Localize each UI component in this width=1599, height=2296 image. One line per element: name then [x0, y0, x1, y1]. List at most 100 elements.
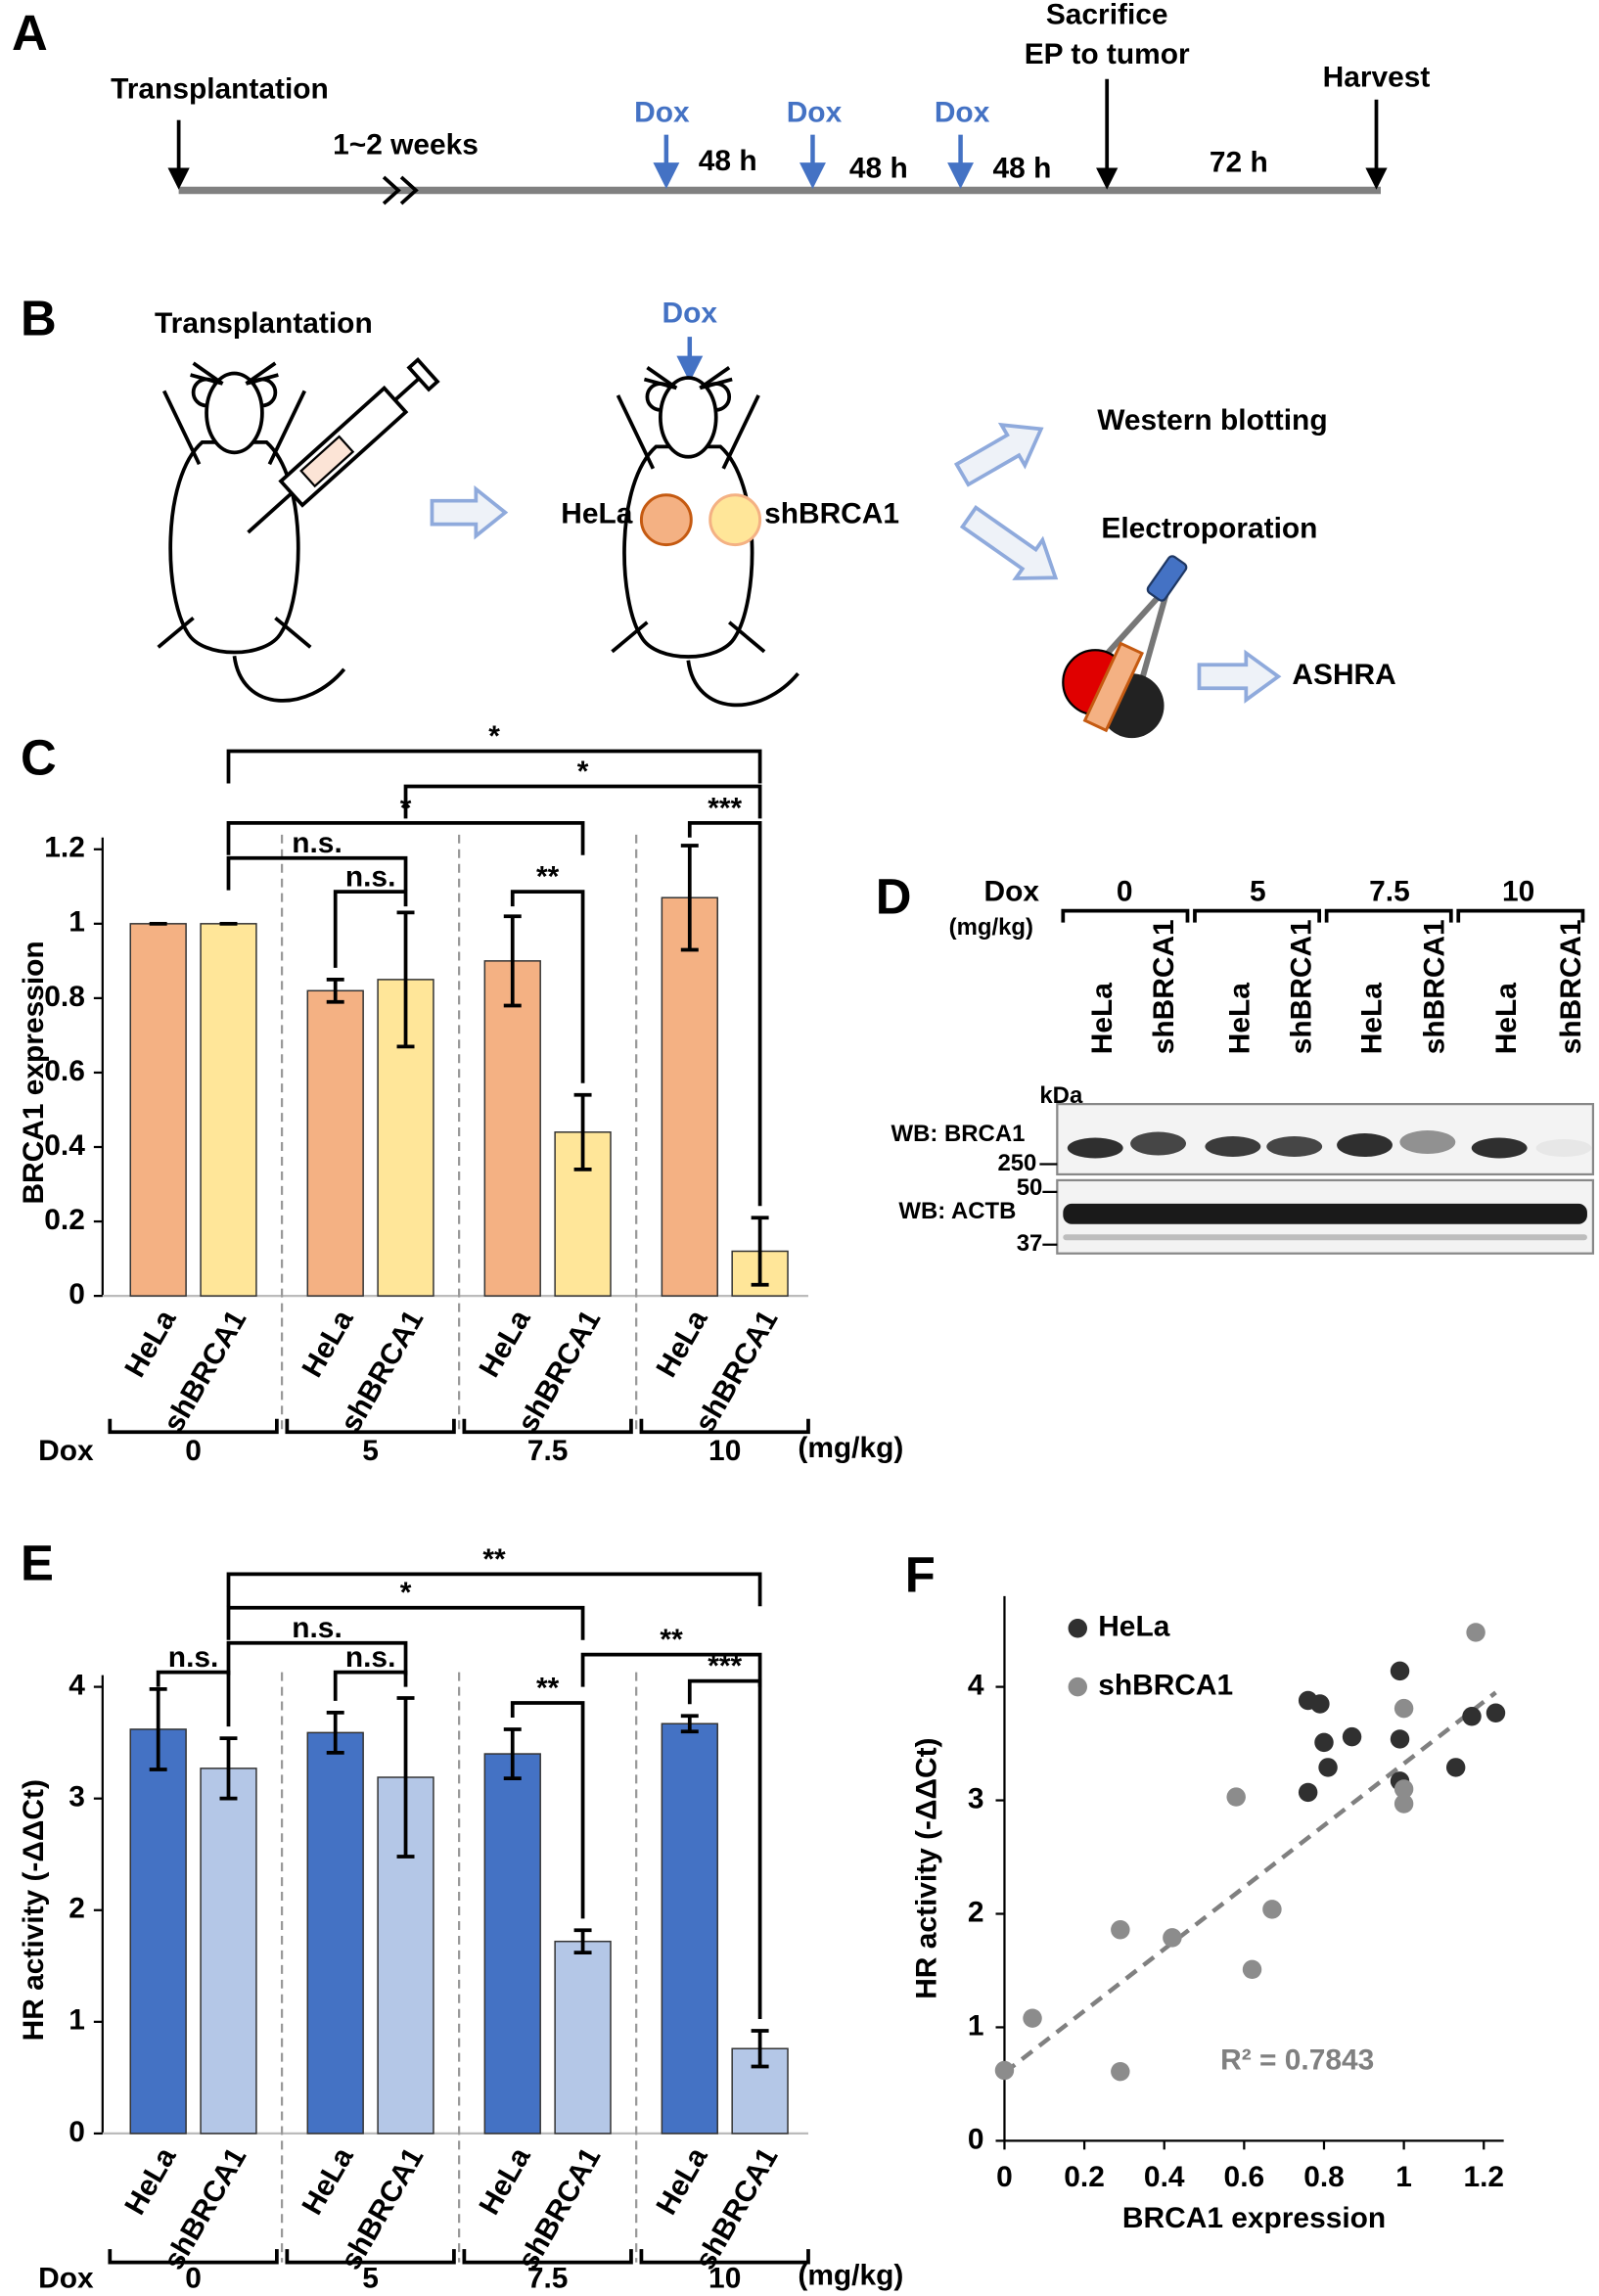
dose-label: 7.5 [1369, 876, 1410, 908]
group-label: 10 [708, 2262, 741, 2294]
panel-letter: D [876, 869, 912, 925]
error-bar [219, 1736, 238, 1801]
significance-bracket [510, 890, 585, 1083]
lane-label: HeLa [1086, 983, 1119, 1054]
point [1226, 1787, 1246, 1807]
electrode [1062, 555, 1188, 739]
error-bar [573, 1092, 592, 1171]
y-tick-label: 2 [968, 1896, 984, 1928]
point [1262, 1900, 1282, 1919]
dox-label: Dox [787, 97, 843, 129]
bar [200, 923, 257, 1297]
y-axis-label: BRCA1 expression [18, 941, 50, 1204]
event-label: Harvest [1323, 62, 1431, 94]
y-tick-label: 0 [69, 2116, 85, 2148]
y-tick-label: 1.2 [44, 832, 85, 864]
bands [1063, 1130, 1592, 1241]
panel-letter: B [21, 291, 57, 346]
analysis-label: Western blotting [1097, 404, 1327, 436]
error-bar [396, 910, 415, 1049]
dox-label: Dox [935, 97, 990, 129]
tumor [708, 493, 762, 547]
group-label: 7.5 [527, 2262, 569, 2294]
duration-label: 72 h [1210, 146, 1268, 178]
point [1390, 1661, 1410, 1681]
annotation: R² = 0.7843 [1220, 2044, 1374, 2077]
point [1310, 1694, 1330, 1714]
analysis-label: ASHRA [1292, 659, 1395, 691]
point [1393, 1794, 1414, 1814]
point [1485, 1703, 1506, 1722]
dox-label: Dox [634, 97, 690, 129]
error-bar [503, 1727, 522, 1781]
group-label: 5 [362, 1435, 379, 1467]
unit-label: (mg/kg) [798, 1432, 903, 1464]
error-bar [326, 978, 344, 1004]
significance-label: n.s. [292, 827, 343, 859]
significance-label: *** [708, 1650, 742, 1682]
error-bar [326, 1710, 344, 1755]
x-tick-label: 1 [1395, 2161, 1412, 2193]
x-axis-label: BRCA1 expression [1122, 2202, 1386, 2234]
significance-label: ** [536, 1672, 560, 1704]
significance-label: n.s. [345, 861, 396, 894]
y-tick-label: 2 [69, 1893, 85, 1925]
mouse [611, 366, 800, 708]
significance-bracket [403, 784, 762, 819]
lane-label: shBRCA1 [1148, 919, 1180, 1054]
duration-label: 48 h [992, 152, 1051, 184]
significance-bracket [687, 820, 762, 1207]
y-tick-label: 1 [69, 2004, 85, 2037]
marker-label: 37 [1017, 1230, 1043, 1257]
error-bar [573, 1928, 592, 1954]
group-bracket [108, 1418, 279, 1435]
point [1314, 1732, 1334, 1753]
significance-label: * [400, 1577, 412, 1609]
significance-bracket [226, 820, 585, 855]
group-bracket [639, 2249, 810, 2265]
lane-label: HeLa [1490, 983, 1523, 1054]
legend-label: HeLa [1098, 1611, 1169, 1643]
y-tick-label: 0.2 [44, 1204, 85, 1236]
significance-label: ** [660, 1624, 683, 1656]
x-tick-label: 0.8 [1303, 2161, 1345, 2193]
point [1242, 1959, 1262, 1980]
bar [306, 989, 364, 1297]
point [1342, 1726, 1362, 1747]
point [1111, 2061, 1130, 2082]
error-bar [680, 1714, 699, 1734]
event-label: Sacrifice [1046, 0, 1168, 30]
x-tick-label: HeLa [651, 2142, 714, 2221]
error-bar [503, 914, 522, 1008]
dose-bracket [1061, 908, 1585, 923]
lane-label: HeLa [1355, 983, 1388, 1054]
group-axis-label: Dox [38, 1435, 94, 1467]
group-bracket [108, 2249, 279, 2265]
significance-label: ** [482, 1543, 506, 1576]
significance-bracket [156, 1670, 231, 1727]
error-bar [680, 844, 699, 952]
event-label: Transplantation [111, 73, 329, 106]
significance-label: n.s. [292, 1612, 343, 1644]
group-label: 0 [185, 1435, 202, 1467]
error-bar [751, 1216, 769, 1287]
dose-label: 10 [1502, 876, 1534, 908]
group-bracket [285, 2249, 456, 2265]
significance-label: * [488, 720, 500, 753]
x-tick-label: 1.2 [1463, 2161, 1504, 2193]
bar [483, 1753, 541, 2135]
group-bracket [639, 1418, 810, 1435]
panel-b: B Transplantation Dox HeLa shBRCA1 Weste… [21, 291, 1396, 739]
y-axis-label: HR activity (-ΔΔCt) [18, 1779, 50, 2041]
lane-label: shBRCA1 [1555, 919, 1587, 1054]
blot-label: WB: BRCA1 [891, 1121, 1026, 1147]
duration-label: 48 h [699, 145, 757, 177]
tumor [639, 493, 693, 547]
bar [200, 1768, 257, 2135]
point [1445, 1758, 1466, 1777]
panel-d: D Dox (mg/kg) 0 5 7.5 10 HeLa shBRCA1 HeLa… [876, 869, 1595, 1257]
group-label: 10 [708, 1435, 741, 1467]
duration-label: 48 h [849, 152, 908, 184]
panel-letter: F [905, 1546, 936, 1602]
legend-label: shBRCA1 [1098, 1669, 1233, 1701]
